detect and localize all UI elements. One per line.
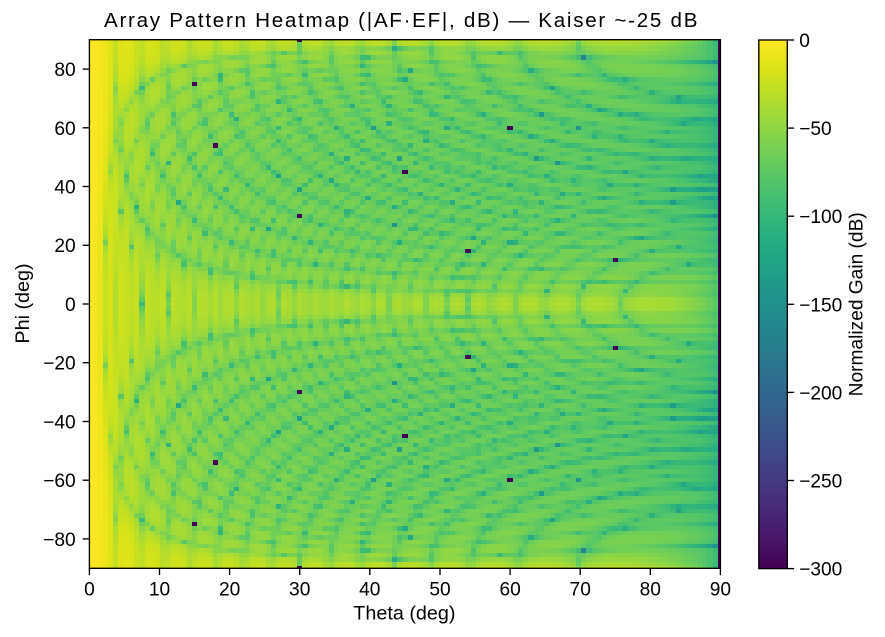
svg-text:40: 40 (54, 177, 75, 198)
svg-text:70: 70 (570, 580, 591, 601)
svg-text:10: 10 (149, 580, 170, 601)
svg-text:Normalized Gain (dB): Normalized Gain (dB) (847, 212, 868, 396)
svg-text:−250: −250 (799, 471, 842, 492)
svg-text:−20: −20 (43, 354, 75, 375)
svg-text:−300: −300 (799, 560, 842, 581)
svg-text:80: 80 (640, 580, 661, 601)
svg-text:90: 90 (710, 580, 731, 601)
svg-text:30: 30 (289, 580, 310, 601)
svg-text:0: 0 (65, 295, 76, 316)
svg-text:80: 80 (54, 60, 75, 81)
svg-text:−80: −80 (43, 530, 75, 551)
svg-text:20: 20 (54, 236, 75, 257)
svg-text:−150: −150 (799, 295, 842, 316)
svg-text:−50: −50 (799, 119, 831, 140)
svg-text:40: 40 (359, 580, 380, 601)
svg-text:50: 50 (429, 580, 450, 601)
svg-text:Phi (deg): Phi (deg) (12, 263, 34, 343)
svg-text:60: 60 (54, 119, 75, 140)
svg-text:−100: −100 (799, 207, 842, 228)
svg-text:−40: −40 (43, 412, 75, 433)
svg-text:Array Pattern Heatmap (|AF·EF|: Array Pattern Heatmap (|AF·EF|, dB) — Ka… (104, 9, 699, 32)
svg-text:20: 20 (219, 580, 240, 601)
svg-text:60: 60 (499, 580, 520, 601)
svg-text:−200: −200 (799, 383, 842, 404)
svg-text:−60: −60 (43, 471, 75, 492)
svg-text:0: 0 (84, 580, 95, 601)
svg-text:Theta (deg): Theta (deg) (353, 603, 455, 625)
svg-text:0: 0 (799, 31, 810, 52)
